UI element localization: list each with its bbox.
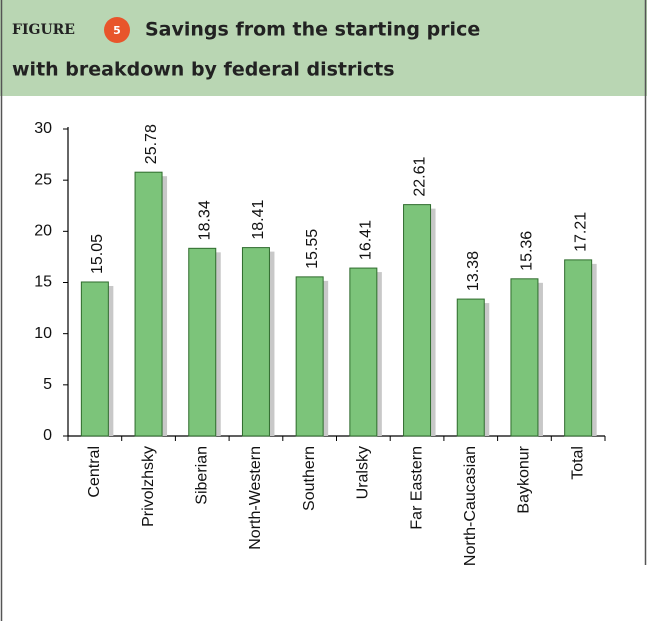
value-label: 22.61 <box>411 156 428 196</box>
y-tick-label: 15 <box>34 274 52 291</box>
chart-title: with breakdown by federal districts <box>12 59 395 81</box>
x-tick-label: Far Eastern <box>408 446 425 530</box>
bar <box>349 267 378 437</box>
bar <box>510 278 539 437</box>
value-label: 15.55 <box>304 229 321 269</box>
value-label: 16.41 <box>358 220 375 260</box>
header-band <box>0 0 647 96</box>
y-tick-label: 10 <box>34 325 52 342</box>
x-tick-label: Uralsky <box>355 446 372 499</box>
x-tick-label: North-Western <box>247 446 264 550</box>
value-label: 25.78 <box>143 124 160 164</box>
x-tick-label: Total <box>569 446 586 480</box>
x-tick-label: Siberian <box>193 446 210 505</box>
bar <box>80 281 109 437</box>
chart-title: Savings from the starting price <box>145 19 480 41</box>
x-tick-label: Southern <box>301 446 318 511</box>
y-tick-label: 25 <box>34 171 52 188</box>
bar <box>295 276 324 437</box>
x-tick-label: Privolzhsky <box>140 446 157 527</box>
value-label: 17.21 <box>572 212 589 252</box>
bar <box>188 247 217 437</box>
figure-label: FIGURE <box>12 22 75 38</box>
value-label: 15.05 <box>89 234 106 274</box>
value-label: 15.36 <box>519 231 536 271</box>
bar <box>456 298 485 437</box>
figure-number: 5 <box>113 24 121 37</box>
value-label: 13.38 <box>465 251 482 291</box>
y-tick-label: 5 <box>43 376 52 393</box>
bar <box>403 204 432 437</box>
x-tick-label: Baykonur <box>516 445 533 513</box>
figure-badge <box>104 17 130 43</box>
x-tick-label: North-Caucasian <box>462 446 479 566</box>
y-tick-label: 30 <box>34 120 52 137</box>
value-label: 18.41 <box>250 199 267 239</box>
y-tick-label: 0 <box>43 427 52 444</box>
bar <box>564 259 593 437</box>
x-tick-label: Central <box>86 446 103 498</box>
bar <box>134 171 163 437</box>
value-label: 18.34 <box>196 200 213 240</box>
y-tick-label: 20 <box>34 223 52 240</box>
bar <box>241 247 270 437</box>
